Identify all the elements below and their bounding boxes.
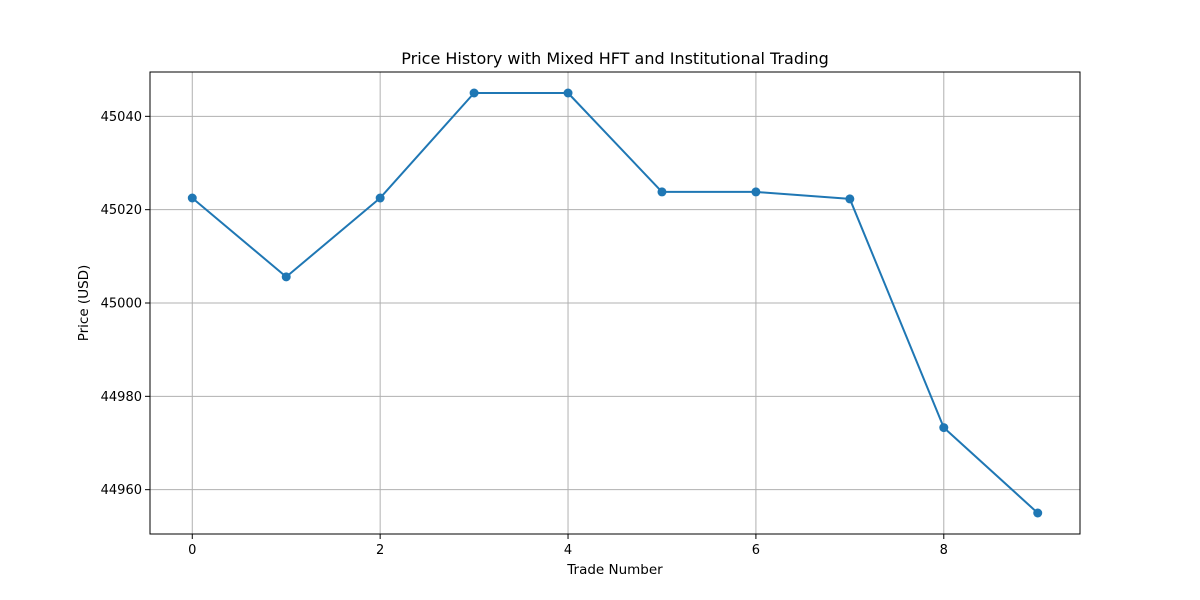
- data-point: [469, 88, 479, 98]
- x-tick-label: 8: [940, 543, 948, 558]
- x-tick-label: 6: [752, 543, 760, 558]
- x-tick-label: 0: [188, 543, 196, 558]
- y-tick-label: 45020: [101, 203, 142, 218]
- data-point: [187, 193, 197, 203]
- data-point: [939, 423, 949, 433]
- x-tick-label: 2: [376, 543, 384, 558]
- axis-ticks: 0 2 4 6 8 44960 44980 45000 45020 45040: [101, 110, 948, 558]
- y-tick-label: 45040: [101, 110, 142, 125]
- data-point: [281, 272, 291, 282]
- series-line: [191, 92, 1039, 514]
- x-tick-label: 4: [564, 543, 572, 558]
- data-point: [751, 187, 761, 197]
- y-tick-label: 44960: [101, 483, 142, 498]
- data-point: [657, 187, 667, 197]
- data-series: [187, 88, 1043, 518]
- data-point: [563, 88, 573, 98]
- y-tick-label: 44980: [101, 390, 142, 405]
- data-point: [845, 194, 855, 204]
- data-point: [1033, 508, 1043, 518]
- data-point: [375, 193, 385, 203]
- y-axis-label: Price (USD): [76, 265, 92, 342]
- y-tick-label: 45000: [101, 297, 142, 312]
- x-axis-label: Trade Number: [566, 562, 663, 578]
- chart-title: Price History with Mixed HFT and Institu…: [401, 49, 828, 68]
- grid-lines: [150, 72, 1080, 534]
